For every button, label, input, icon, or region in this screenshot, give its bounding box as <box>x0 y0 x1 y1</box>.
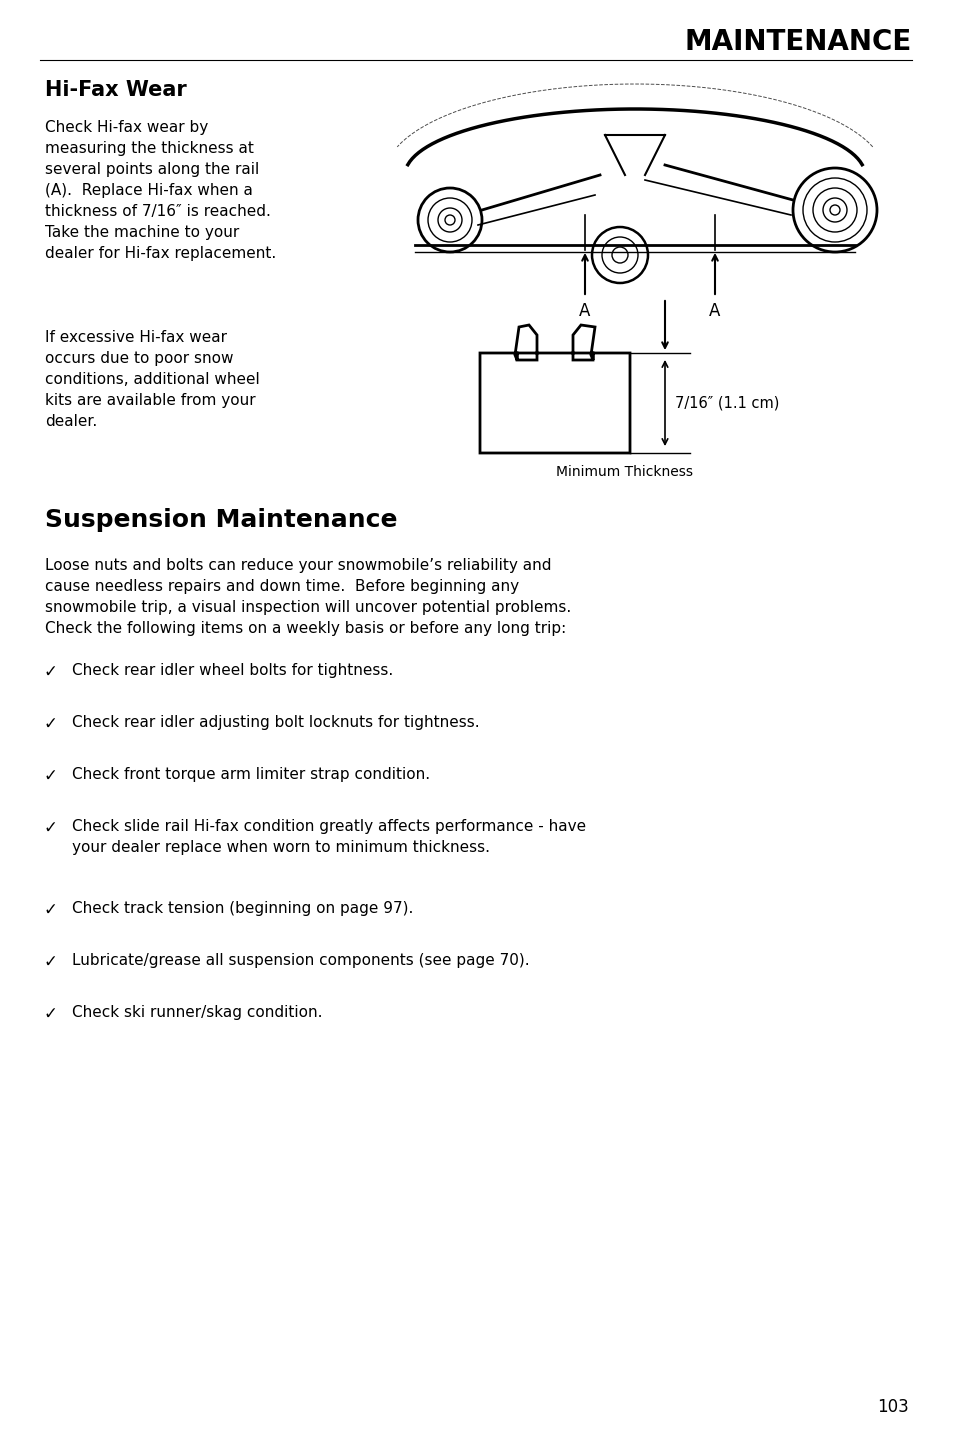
Text: Check Hi-fax wear by
measuring the thickness at
several points along the rail
(A: Check Hi-fax wear by measuring the thick… <box>45 121 276 262</box>
Text: Check rear idler adjusting bolt locknuts for tightness.: Check rear idler adjusting bolt locknuts… <box>71 715 479 730</box>
Text: Check slide rail Hi-fax condition greatly affects performance - have
your dealer: Check slide rail Hi-fax condition greatl… <box>71 819 585 855</box>
Text: Check ski runner/skag condition.: Check ski runner/skag condition. <box>71 1005 322 1021</box>
Text: Suspension Maintenance: Suspension Maintenance <box>45 507 397 532</box>
Text: Hi-Fax Wear: Hi-Fax Wear <box>45 80 187 100</box>
Text: ✓: ✓ <box>43 819 57 838</box>
Text: 103: 103 <box>877 1397 908 1416</box>
Text: Check rear idler wheel bolts for tightness.: Check rear idler wheel bolts for tightne… <box>71 663 393 678</box>
Text: ✓: ✓ <box>43 1005 57 1024</box>
Text: ✓: ✓ <box>43 952 57 971</box>
Text: Minimum Thickness: Minimum Thickness <box>556 465 693 478</box>
Text: MAINTENANCE: MAINTENANCE <box>684 28 911 57</box>
Text: Check track tension (beginning on page 97).: Check track tension (beginning on page 9… <box>71 901 413 916</box>
Text: Lubricate/grease all suspension components (see page 70).: Lubricate/grease all suspension componen… <box>71 952 529 968</box>
Polygon shape <box>479 326 629 454</box>
Text: Check front torque arm limiter strap condition.: Check front torque arm limiter strap con… <box>71 768 430 782</box>
Text: Loose nuts and bolts can reduce your snowmobile’s reliability and
cause needless: Loose nuts and bolts can reduce your sno… <box>45 558 571 635</box>
Text: ✓: ✓ <box>43 768 57 785</box>
Text: A: A <box>709 302 720 320</box>
Text: ✓: ✓ <box>43 663 57 680</box>
Text: ✓: ✓ <box>43 715 57 733</box>
Text: A: A <box>578 302 590 320</box>
Text: If excessive Hi-fax wear
occurs due to poor snow
conditions, additional wheel
ki: If excessive Hi-fax wear occurs due to p… <box>45 330 259 429</box>
Text: ✓: ✓ <box>43 901 57 919</box>
Text: 7/16″ (1.1 cm): 7/16″ (1.1 cm) <box>675 395 779 410</box>
